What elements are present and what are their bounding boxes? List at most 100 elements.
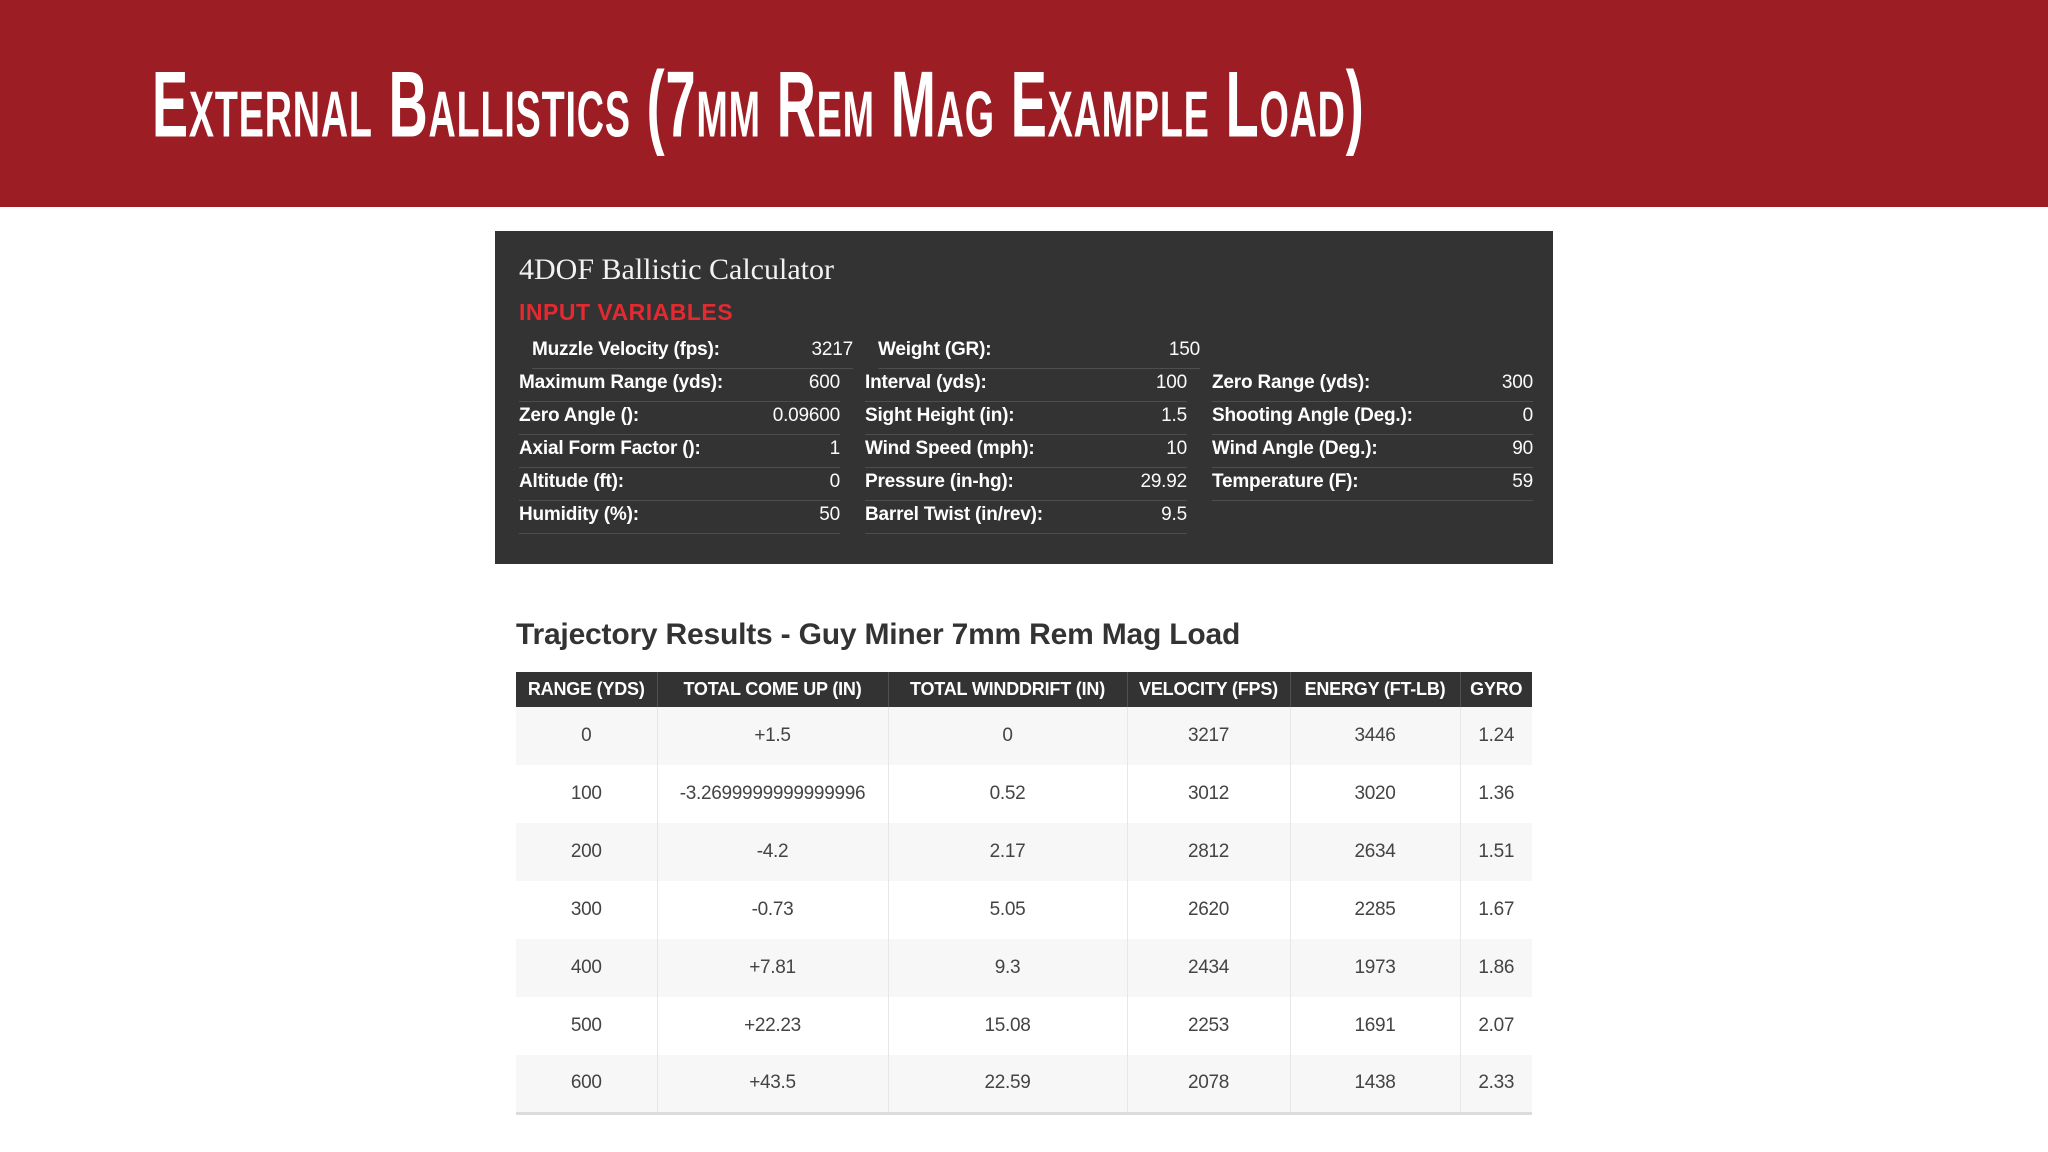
table-cell: 100: [516, 765, 658, 823]
input-label: Shooting Angle (Deg.):: [1212, 405, 1413, 426]
input-value: 29.92: [1140, 471, 1187, 492]
input-label: Weight (GR):: [878, 339, 992, 360]
input-value: 10: [1166, 438, 1187, 459]
table-cell: +1.5: [657, 707, 889, 765]
input-label: Barrel Twist (in/rev):: [865, 504, 1043, 525]
table-cell: 1691: [1290, 997, 1461, 1055]
input-label: Sight Height (in):: [865, 405, 1015, 426]
table-cell: 1973: [1290, 939, 1461, 997]
table-cell: 2.07: [1460, 997, 1532, 1055]
input-muzzle-velocity: Muzzle Velocity (fps): 3217: [532, 336, 853, 369]
col-header-gyro: GYRO: [1460, 672, 1532, 707]
input-interval: Interval (yds): 100: [865, 369, 1187, 402]
input-value: 0.09600: [772, 405, 840, 426]
input-variables-heading: INPUT VARIABLES: [519, 299, 734, 325]
page-title: External Ballistics (7mm Rem Mag Example…: [152, 51, 1631, 156]
table-cell: 300: [516, 881, 658, 939]
table-cell: 2434: [1127, 939, 1291, 997]
input-value: 90: [1512, 438, 1533, 459]
input-value: 1.5: [1161, 405, 1187, 426]
input-value: 100: [1155, 372, 1187, 393]
table-cell: 1.36: [1460, 765, 1532, 823]
table-cell: 15.08: [888, 997, 1128, 1055]
input-value: 9.5: [1161, 504, 1187, 525]
table-cell: 1438: [1290, 1055, 1461, 1113]
input-label: Zero Range (yds):: [1212, 372, 1371, 393]
table-cell: 500: [516, 997, 658, 1055]
table-row: 100 -3.2699999999999996 0.52 3012 3020 1…: [516, 765, 1532, 823]
table-cell: 3217: [1127, 707, 1291, 765]
input-label: Temperature (F):: [1212, 471, 1359, 492]
input-value: 0: [829, 471, 841, 492]
col-header-winddrift: TOTAL WINDDRIFT (IN): [888, 672, 1128, 707]
table-cell: 1.24: [1460, 707, 1532, 765]
table-cell: 2620: [1127, 881, 1291, 939]
input-altitude: Altitude (ft): 0: [519, 468, 840, 501]
table-cell: 600: [516, 1055, 658, 1113]
table-cell: 9.3: [888, 939, 1128, 997]
input-value: 3217: [811, 339, 854, 360]
table-row: 400 +7.81 9.3 2434 1973 1.86: [516, 939, 1532, 997]
input-label: Wind Angle (Deg.):: [1212, 438, 1378, 459]
table-cell: +22.23: [657, 997, 889, 1055]
table-cell: 5.05: [888, 881, 1128, 939]
table-cell: 1.51: [1460, 823, 1532, 881]
input-empty-cell: [1212, 336, 1533, 369]
trajectory-table: RANGE (YDS) TOTAL COME UP (IN) TOTAL WIN…: [516, 672, 1532, 1115]
page-header: External Ballistics (7mm Rem Mag Example…: [0, 0, 2048, 207]
input-wind-speed: Wind Speed (mph): 10: [865, 435, 1187, 468]
table-cell: -0.73: [657, 881, 889, 939]
results-title: Trajectory Results - Guy Miner 7mm Rem M…: [516, 618, 1241, 651]
table-cell: 2253: [1127, 997, 1291, 1055]
input-label: Interval (yds):: [865, 372, 987, 393]
table-row: 300 -0.73 5.05 2620 2285 1.67: [516, 881, 1532, 939]
col-header-come-up: TOTAL COME UP (IN): [657, 672, 889, 707]
input-sight-height: Sight Height (in): 1.5: [865, 402, 1187, 435]
input-value: 50: [819, 504, 840, 525]
table-row: 0 +1.5 0 3217 3446 1.24: [516, 707, 1532, 765]
table-cell: 2634: [1290, 823, 1461, 881]
input-label: Wind Speed (mph):: [865, 438, 1035, 459]
table-cell: +43.5: [657, 1055, 889, 1113]
input-value: 150: [1168, 339, 1200, 360]
table-row: 600 +43.5 22.59 2078 1438 2.33: [516, 1055, 1532, 1113]
input-value: 600: [808, 372, 840, 393]
input-temperature: Temperature (F): 59: [1212, 468, 1533, 501]
input-label: Humidity (%):: [519, 504, 639, 525]
trajectory-results-section: Trajectory Results - Guy Miner 7mm Rem M…: [516, 618, 1532, 1115]
table-cell: 0.52: [888, 765, 1128, 823]
input-label: Pressure (in-hg):: [865, 471, 1014, 492]
page-title-text: External Ballistics (7mm Rem Mag Example…: [152, 50, 1365, 157]
table-cell: -4.2: [657, 823, 889, 881]
input-value: 0: [1522, 405, 1534, 426]
table-cell: +7.81: [657, 939, 889, 997]
input-value: 59: [1512, 471, 1533, 492]
trajectory-table-header: RANGE (YDS) TOTAL COME UP (IN) TOTAL WIN…: [516, 672, 1532, 707]
table-cell: 1.86: [1460, 939, 1532, 997]
input-pressure: Pressure (in-hg): 29.92: [865, 468, 1187, 501]
input-label: Axial Form Factor ():: [519, 438, 701, 459]
input-zero-angle: Zero Angle (): 0.09600: [519, 402, 840, 435]
table-row: 500 +22.23 15.08 2253 1691 2.07: [516, 997, 1532, 1055]
col-header-energy: ENERGY (FT-LB): [1290, 672, 1461, 707]
input-value: 300: [1501, 372, 1533, 393]
table-cell: 3446: [1290, 707, 1461, 765]
table-cell: 2.17: [888, 823, 1128, 881]
table-cell: 0: [516, 707, 658, 765]
table-cell: 3012: [1127, 765, 1291, 823]
input-maximum-range: Maximum Range (yds): 600: [519, 369, 840, 402]
input-value: 1: [829, 438, 841, 459]
col-header-range: RANGE (YDS): [516, 672, 658, 707]
input-label: Altitude (ft):: [519, 471, 624, 492]
table-cell: 22.59: [888, 1055, 1128, 1113]
input-empty-cell: [1212, 501, 1533, 534]
input-shooting-angle: Shooting Angle (Deg.): 0: [1212, 402, 1533, 435]
input-axial-form-factor: Axial Form Factor (): 1: [519, 435, 840, 468]
input-variables-grid: Muzzle Velocity (fps): 3217 Weight (GR):…: [519, 336, 1533, 534]
col-header-velocity: VELOCITY (FPS): [1127, 672, 1291, 707]
input-zero-range: Zero Range (yds): 300: [1212, 369, 1533, 402]
table-cell: 2.33: [1460, 1055, 1532, 1113]
table-cell: 2812: [1127, 823, 1291, 881]
input-label: Muzzle Velocity (fps):: [532, 339, 720, 360]
input-label: Zero Angle ():: [519, 405, 639, 426]
